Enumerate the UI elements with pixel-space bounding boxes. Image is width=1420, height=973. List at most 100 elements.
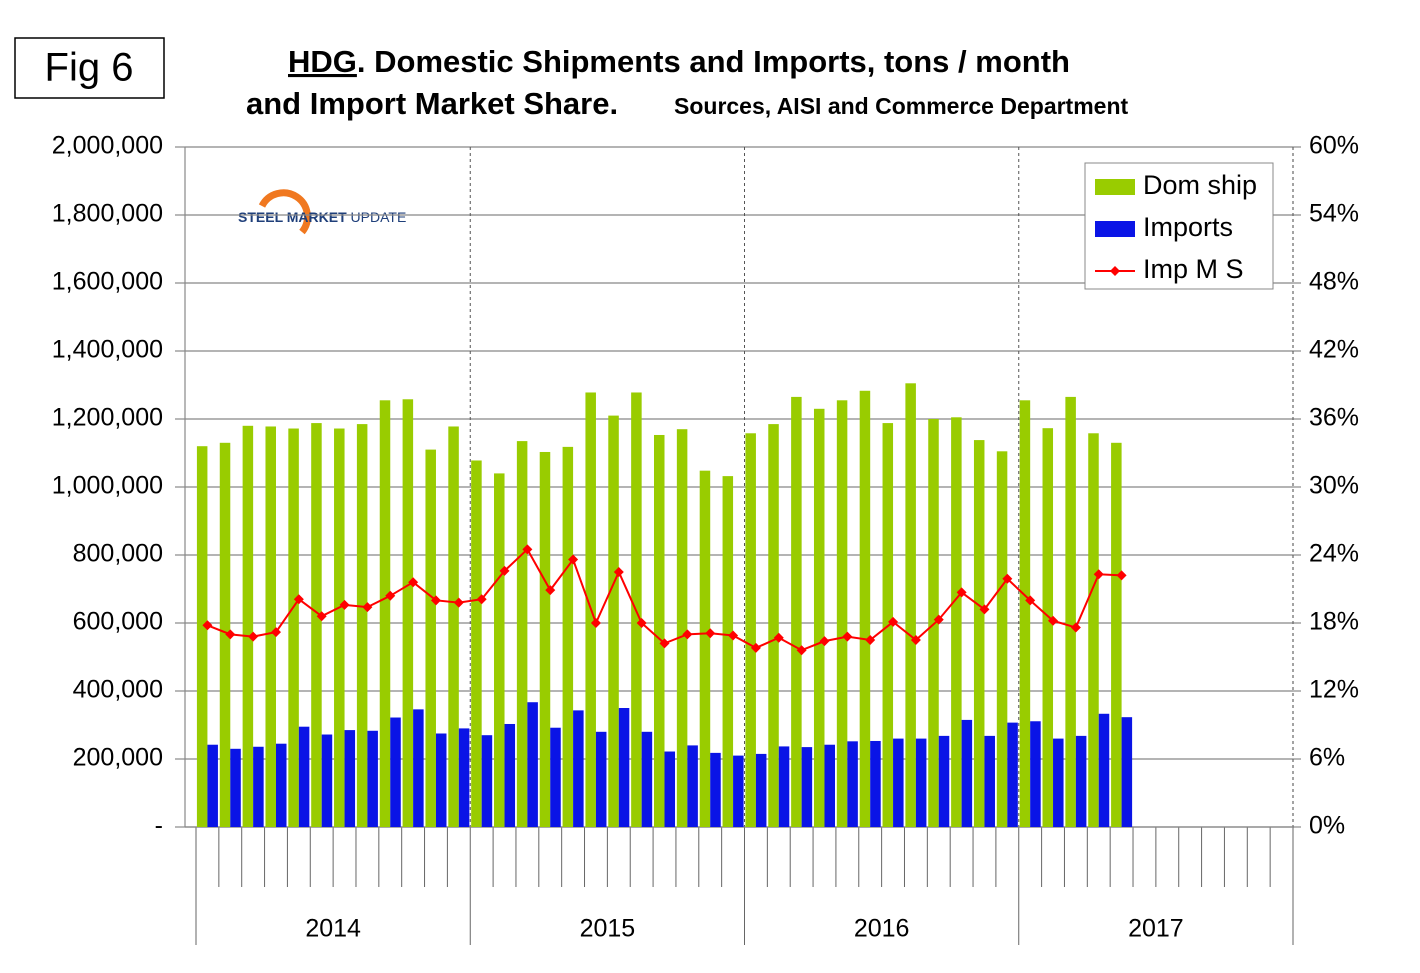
x-group-label: 2015 — [580, 915, 636, 943]
bar — [435, 733, 447, 827]
line-marker — [385, 590, 396, 601]
bar — [253, 746, 264, 827]
bar — [562, 446, 574, 827]
line-marker — [453, 597, 464, 608]
bar — [1088, 433, 1099, 827]
x-group-label: 2014 — [305, 915, 361, 943]
bar — [539, 451, 551, 827]
line-marker — [568, 554, 579, 565]
line-marker — [499, 565, 510, 576]
line-marker — [910, 635, 921, 645]
bar — [996, 451, 1008, 827]
bar — [379, 400, 391, 827]
line-marker — [956, 587, 967, 598]
source: Sources, AISI and Commerce Department — [674, 93, 1129, 119]
bar — [1075, 735, 1087, 827]
y-tick-label: 400,000 — [73, 676, 163, 704]
bar — [1007, 722, 1018, 827]
x-group-label: 2016 — [854, 915, 910, 943]
line-marker — [888, 616, 899, 627]
line-marker — [933, 614, 944, 625]
bar — [516, 441, 528, 827]
line-marker — [362, 602, 373, 613]
y2-tick-label: 6% — [1309, 744, 1345, 772]
bar — [722, 476, 734, 827]
bar — [733, 755, 744, 827]
y2-tick-label: 0% — [1309, 812, 1345, 840]
line-marker — [202, 620, 213, 631]
bar — [196, 446, 208, 827]
subtitle: and Import Market Share. — [246, 86, 618, 121]
y2-tick-label: 60% — [1309, 132, 1359, 160]
bar — [859, 390, 871, 827]
y2-tick-label: 18% — [1309, 608, 1359, 636]
line-marker — [613, 567, 624, 577]
bar — [504, 723, 516, 827]
bar — [1111, 442, 1122, 827]
bar — [288, 428, 299, 827]
y-tick-label: 2,000,000 — [52, 132, 163, 160]
bar — [1098, 713, 1110, 827]
bar — [973, 440, 985, 827]
y-tick-label: 1,200,000 — [52, 404, 163, 432]
line-marker — [293, 594, 304, 605]
bar — [230, 748, 241, 827]
logo-swoosh — [258, 189, 311, 235]
y2-tick-label: 12% — [1309, 676, 1359, 704]
line-marker — [1116, 570, 1127, 581]
badge: Fig 6 — [45, 46, 134, 90]
bar — [836, 400, 848, 827]
title-rest: . Domestic Shipments and Imports, tons /… — [357, 44, 1070, 79]
line-marker — [225, 629, 236, 640]
line-marker — [842, 631, 853, 642]
bar — [951, 417, 962, 827]
line-marker — [705, 628, 716, 639]
bar — [1030, 721, 1041, 827]
bar — [938, 735, 950, 827]
logo-bold: STEEL MARKET — [238, 209, 347, 225]
bar — [481, 735, 493, 827]
line-marker — [636, 618, 647, 628]
line-marker — [590, 618, 601, 628]
y2-tick-label: 48% — [1309, 268, 1359, 296]
bar — [207, 744, 218, 827]
y2-tick-label: 54% — [1309, 200, 1359, 228]
bar — [984, 735, 995, 827]
bar — [641, 731, 653, 827]
bar — [573, 710, 584, 827]
bar — [791, 396, 802, 827]
bar — [494, 473, 505, 827]
y-tick-label: - — [155, 812, 163, 840]
bar — [699, 470, 711, 827]
y-tick-label: 1,000,000 — [52, 472, 163, 500]
bar — [676, 429, 688, 827]
bar — [1019, 400, 1031, 827]
bar — [768, 424, 779, 827]
line-marker — [865, 635, 876, 645]
bar — [356, 424, 368, 827]
y-tick-label: 1,800,000 — [52, 200, 163, 228]
legend-label: Imports — [1143, 212, 1233, 242]
line-marker — [979, 604, 990, 615]
bar — [608, 415, 619, 827]
line-marker — [1070, 622, 1081, 633]
bar — [618, 708, 630, 827]
bar — [801, 747, 813, 827]
line-marker — [316, 611, 327, 622]
badge-box — [14, 37, 165, 99]
y2-tick-label: 36% — [1309, 404, 1359, 432]
line-marker — [1048, 615, 1059, 626]
bar — [905, 383, 916, 827]
line-marker — [1093, 569, 1104, 580]
legend-marker — [1110, 266, 1120, 276]
legend-swatch — [1095, 221, 1135, 237]
bar — [321, 734, 333, 827]
bar — [847, 741, 858, 827]
y2-tick-label: 42% — [1309, 336, 1359, 364]
bar — [1053, 738, 1064, 827]
legend-label: Dom ship — [1143, 170, 1257, 200]
y-tick-label: 1,400,000 — [52, 336, 163, 364]
title-lead: HDG — [288, 44, 357, 79]
chart-title: HDG. Domestic Shipments and Imports, ton… — [288, 44, 1070, 79]
